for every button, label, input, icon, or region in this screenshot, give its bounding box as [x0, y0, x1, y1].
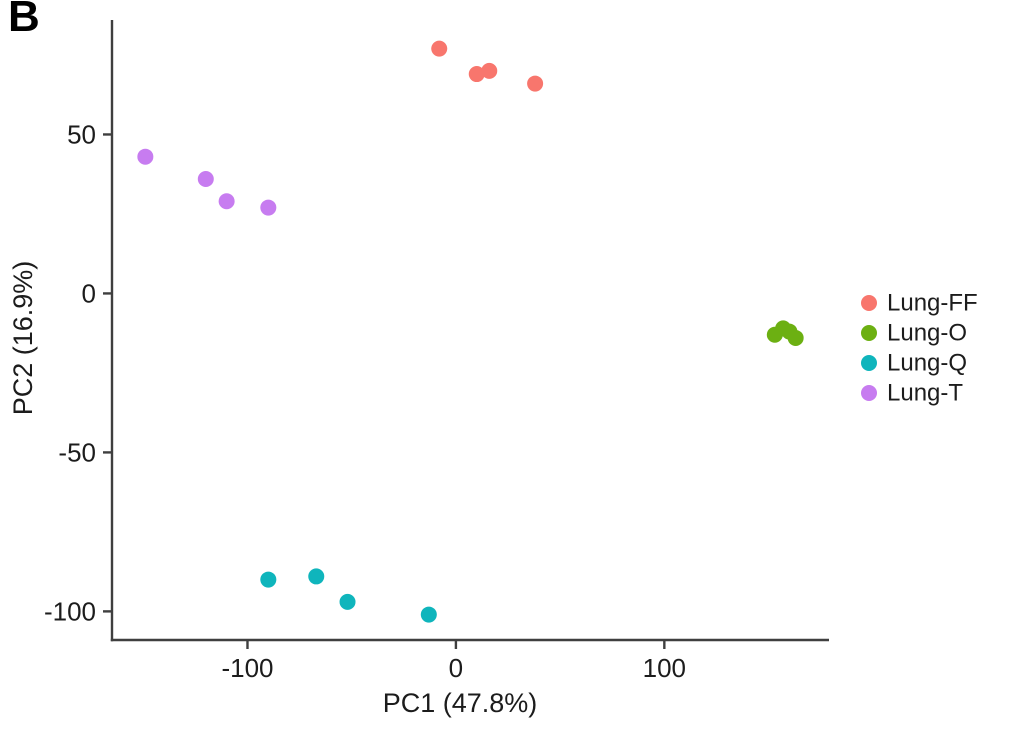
y-axis-tick-label: 50 — [67, 119, 96, 149]
data-point-lung-t — [137, 148, 154, 165]
x-axis-tick-label: -100 — [221, 653, 273, 683]
data-point-lung-q — [339, 593, 356, 610]
data-point-lung-o — [787, 329, 804, 346]
x-axis-tick-label: 100 — [643, 653, 686, 683]
y-axis-tick-label: -100 — [44, 596, 96, 626]
legend-label-lung-o: Lung-O — [887, 320, 967, 347]
data-point-lung-t — [260, 199, 277, 216]
legend-swatch-lung-q — [861, 355, 877, 371]
y-axis-tick-label: 0 — [82, 278, 96, 308]
data-point-lung-ff — [481, 62, 498, 79]
x-axis-title: PC1 (47.8%) — [383, 688, 538, 718]
legend-swatch-lung-t — [861, 385, 877, 401]
x-axis-tick-label: 0 — [449, 653, 463, 683]
data-point-lung-ff — [431, 40, 448, 57]
legend-label-lung-ff: Lung-FF — [887, 290, 978, 317]
data-point-lung-ff — [527, 75, 544, 92]
data-point-lung-ff — [468, 66, 485, 83]
data-point-lung-t — [218, 193, 235, 210]
legend-swatch-lung-ff — [861, 295, 877, 311]
legend-swatch-lung-o — [861, 325, 877, 341]
data-point-lung-q — [308, 568, 325, 585]
legend-label-lung-t: Lung-T — [887, 380, 963, 407]
y-axis-tick-label: -50 — [58, 437, 96, 467]
data-point-lung-q — [260, 571, 277, 588]
data-point-lung-q — [420, 606, 437, 623]
data-point-lung-t — [197, 170, 214, 187]
panel-label: B — [8, 0, 40, 41]
legend-label-lung-q: Lung-Q — [887, 350, 967, 377]
y-axis-title: PC2 (16.9%) — [8, 261, 38, 416]
